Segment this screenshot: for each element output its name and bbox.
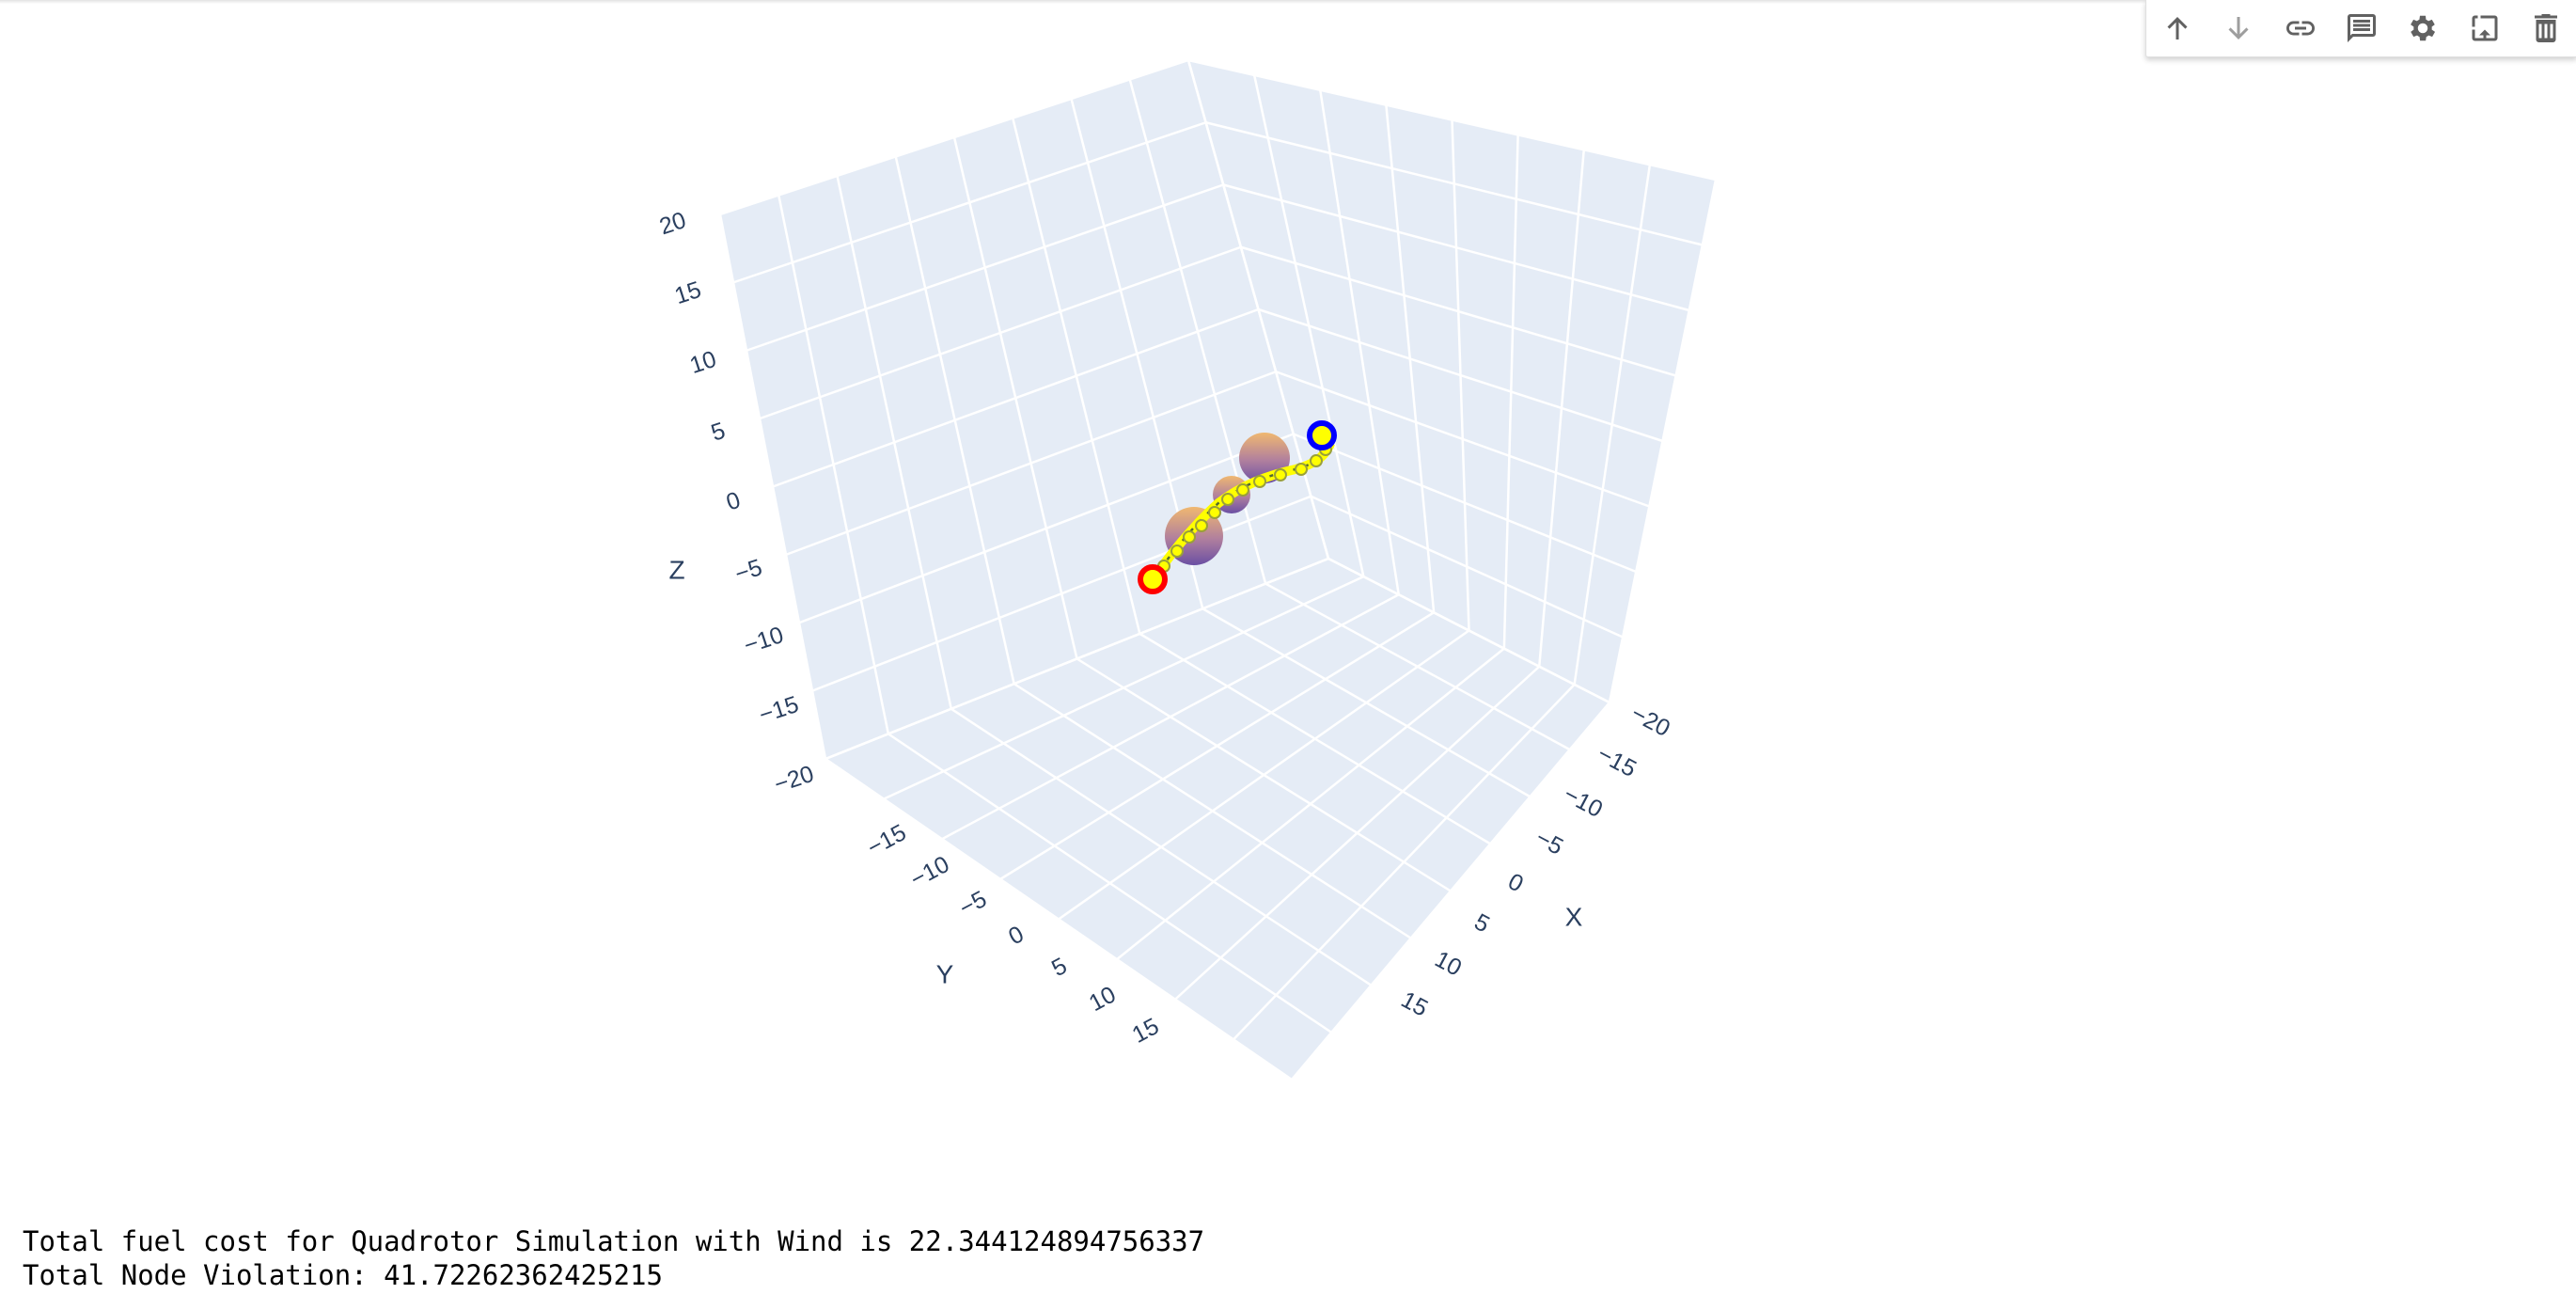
y-tick-label: −15	[863, 819, 911, 861]
gridline-ywall-y	[1573, 164, 1652, 686]
comment-button[interactable]	[2336, 3, 2387, 54]
y-tick-label: 5	[1047, 953, 1071, 982]
gridline-floor-x	[1139, 632, 1491, 845]
z-tick-label: 0	[723, 487, 744, 516]
y-tick-label: −5	[955, 886, 991, 922]
gridline-ywall-z	[1258, 308, 1663, 443]
gridline-ywall-z	[1222, 183, 1690, 312]
z-tick-label: 20	[656, 207, 689, 240]
settings-button[interactable]	[2397, 3, 2448, 54]
gridline-floor-y	[1058, 629, 1470, 921]
x-tick-label: 5	[1470, 908, 1494, 938]
gridline-xwall-z	[772, 308, 1259, 488]
z-tick-label: −5	[731, 554, 765, 587]
z-tick-label: 5	[708, 418, 729, 447]
z-tick-label: −10	[741, 622, 787, 659]
gridline-floor-y	[1291, 702, 1610, 1081]
open-in-tab-icon	[2472, 15, 2498, 41]
x-tick-label: −15	[1593, 740, 1641, 782]
notebook-top-border	[0, 0, 2576, 4]
gridline-floor-x	[1264, 582, 1571, 751]
grid-lines	[718, 58, 1718, 1081]
gridline-xwall-z	[719, 58, 1189, 216]
gridline-xwall-z	[746, 183, 1224, 352]
y-axis-title: Y	[936, 959, 954, 988]
x-axis-title: X	[1565, 902, 1583, 931]
gridline-xwall-x	[1186, 59, 1330, 560]
gridline-floor-y	[1233, 684, 1576, 1041]
gridline-floor-x	[1327, 557, 1610, 704]
y-tick-label: −10	[906, 851, 954, 893]
link-button[interactable]	[2275, 3, 2326, 54]
gridline-floor-x	[1202, 608, 1531, 798]
plot-3d[interactable]: −20−15−10−5051015−15−10−505101520151050−…	[0, 0, 2576, 1166]
move-up-button[interactable]	[2152, 3, 2203, 54]
z-tick-label: −20	[771, 761, 817, 798]
gridline-ywall-z	[1187, 58, 1717, 181]
mirror-output-button[interactable]	[2459, 3, 2510, 54]
y-tick-label: 0	[1004, 921, 1028, 950]
wall-y	[1188, 60, 1716, 702]
gridline-floor-y	[1116, 647, 1505, 961]
link-icon	[2285, 21, 2315, 36]
x-tick-label: −10	[1560, 781, 1608, 823]
delete-button[interactable]	[2521, 3, 2571, 54]
gridline-ywall-y	[1502, 134, 1519, 649]
gridline-ywall-z	[1240, 245, 1676, 377]
x-tick-label: −20	[1626, 700, 1674, 742]
x-tick-label: 10	[1431, 946, 1467, 982]
gridline-xwall-x	[1012, 118, 1141, 635]
x-tick-label: 0	[1503, 868, 1527, 897]
gridline-ywall-z	[1205, 121, 1704, 246]
x-tick-label: 15	[1397, 986, 1433, 1022]
gridline-xwall-z	[759, 245, 1242, 420]
z-tick-label: 10	[686, 346, 719, 379]
fuel-cost-line: Total fuel cost for Quadrotor Simulation…	[23, 1225, 1205, 1257]
node-violation-line: Total Node Violation: 41.72262362425215	[23, 1259, 663, 1291]
z-tick-label: 15	[671, 276, 704, 309]
arrow-up-icon	[2167, 17, 2188, 39]
gridline-floor-y	[1174, 665, 1541, 1001]
scene	[1138, 420, 1337, 594]
y-tick-label: 15	[1128, 1013, 1164, 1049]
goal-marker[interactable]	[1307, 420, 1337, 450]
comment-icon	[2347, 14, 2376, 42]
gear-icon	[2411, 15, 2436, 41]
gridline-xwall-z	[732, 121, 1207, 284]
z-tick-label: −15	[756, 691, 802, 729]
start-marker[interactable]	[1138, 564, 1168, 594]
move-down-button[interactable]	[2213, 3, 2264, 54]
cell-output: Total fuel cost for Quadrotor Simulation…	[23, 1224, 1204, 1292]
axis-titles: X Y Z	[668, 555, 1582, 988]
arrow-down-icon	[2228, 17, 2249, 39]
cell-toolbar	[2145, 0, 2576, 57]
z-axis-title: Z	[668, 555, 684, 584]
gridline-ywall-y	[1538, 150, 1585, 667]
gridline-ywall-y	[1608, 179, 1718, 703]
x-tick-label: −5	[1531, 825, 1567, 860]
trash-icon	[2535, 14, 2558, 42]
y-tick-label: 10	[1085, 981, 1121, 1017]
